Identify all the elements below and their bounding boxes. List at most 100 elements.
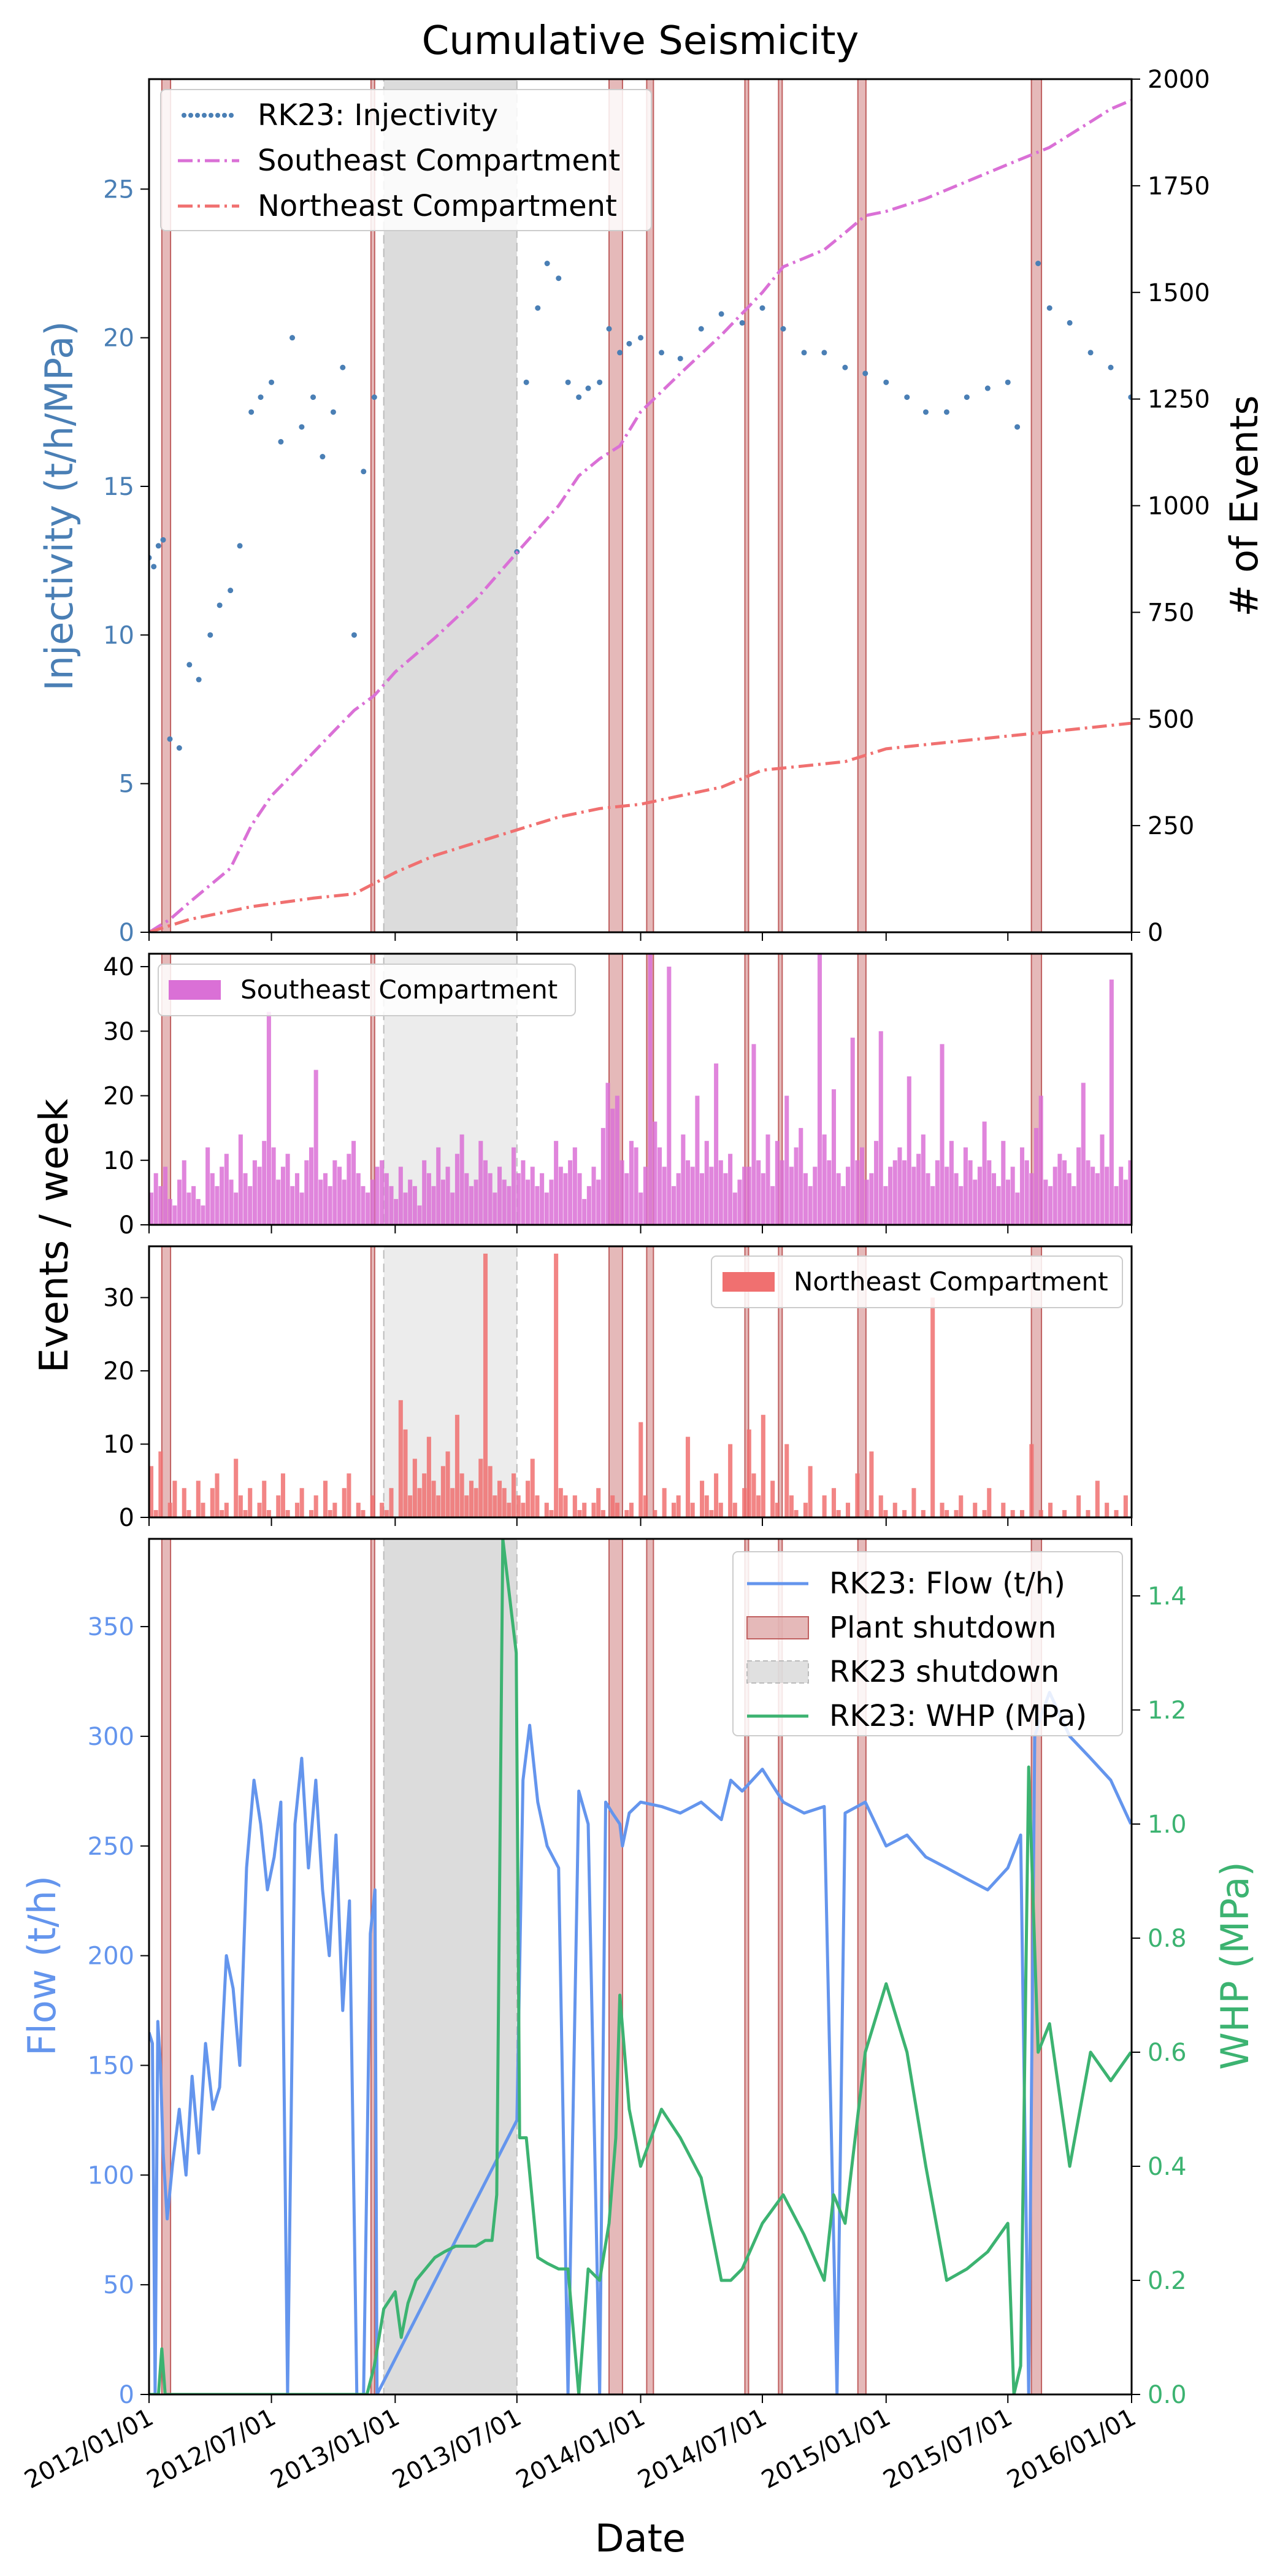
weekly-bar — [149, 1192, 154, 1225]
weekly-bar — [1194, 1510, 1198, 1517]
injectivity-point — [1014, 424, 1021, 430]
weekly-bar — [940, 1044, 945, 1225]
x-tick-label: 2012/01/01 — [20, 2403, 158, 2494]
weekly-bar — [817, 954, 822, 1225]
plant-shutdown-band-6 — [857, 1246, 867, 1517]
weekly-bar — [337, 1167, 342, 1225]
weekly-bar — [638, 1192, 643, 1225]
weekly-bar — [619, 1160, 624, 1225]
weekly-bar — [653, 1510, 657, 1517]
weekly-bar — [172, 1481, 177, 1517]
weekly-bar — [454, 1414, 459, 1517]
weekly-bar — [389, 1186, 394, 1225]
weekly-bar — [347, 1154, 351, 1225]
weekly-bar — [1067, 1173, 1071, 1225]
legend-northeast: Northeast Compartment — [711, 1255, 1123, 1308]
weekly-bar — [224, 1154, 229, 1225]
injectivity-point — [351, 632, 357, 638]
injectivity-point — [677, 356, 683, 362]
weekly-bar — [1241, 1160, 1246, 1225]
weekly-bar — [629, 1141, 634, 1225]
weekly-bar — [507, 1186, 512, 1225]
legend-label: RK23: Flow (t/h) — [829, 1566, 1065, 1601]
legend-label: RK23 shutdown — [829, 1655, 1059, 1689]
weekly-bar — [318, 1179, 323, 1225]
weekly-bar — [803, 1173, 808, 1225]
weekly-bar — [1005, 1179, 1011, 1225]
legend-swatch — [746, 1660, 809, 1684]
weekly-bar — [945, 1167, 949, 1225]
plant-shutdown-band-3 — [646, 1246, 654, 1517]
weekly-bar — [836, 1173, 841, 1225]
weekly-bar — [210, 1173, 215, 1225]
weekly-bar — [883, 1186, 888, 1225]
weekly-bar — [892, 1160, 897, 1225]
plant-shutdown-band-0 — [161, 1246, 172, 1517]
plant-shutdown-band-4 — [744, 1539, 749, 2394]
legend-swatch — [188, 113, 193, 118]
weekly-bar — [1114, 1186, 1119, 1225]
y-tick-label: 30 — [103, 1018, 134, 1046]
weekly-bar — [220, 1510, 224, 1517]
injectivity-point — [151, 564, 157, 570]
injectivity-point — [659, 350, 665, 356]
injectivity-point — [626, 340, 632, 347]
legend-swatch — [202, 113, 207, 118]
weekly-bar — [234, 1192, 239, 1225]
weekly-bar — [177, 1179, 182, 1225]
weekly-bar — [440, 1466, 445, 1517]
weekly-bar — [638, 1422, 643, 1517]
plant-shutdown-band-0 — [161, 79, 172, 932]
legend-label: Southeast Compartment — [240, 975, 558, 1005]
weekly-bar — [412, 1186, 417, 1225]
weekly-bar — [1081, 1083, 1086, 1225]
weekly-bar — [855, 1473, 860, 1517]
weekly-bar — [1143, 1503, 1147, 1517]
plant-shutdown-band-7 — [1030, 1246, 1043, 1517]
weekly-bar — [968, 1160, 973, 1225]
weekly-bar — [714, 1063, 719, 1225]
weekly-bar — [1057, 1154, 1062, 1225]
weekly-bar — [172, 1205, 177, 1225]
weekly-bar — [728, 1444, 733, 1517]
weekly-bar — [167, 1198, 172, 1225]
weekly-bar — [700, 1173, 705, 1225]
weekly-bar — [483, 1253, 488, 1517]
weekly-bar — [921, 1510, 926, 1517]
events-per-week-axis-label: Events / week — [32, 1098, 77, 1373]
y-tick-label: 250 — [88, 1833, 134, 1861]
weekly-bar — [1071, 1186, 1076, 1225]
weekly-bar — [954, 1173, 959, 1225]
weekly-bar — [266, 1011, 271, 1225]
weekly-bar — [459, 1473, 464, 1517]
weekly-bar — [855, 1160, 860, 1225]
weekly-bar — [299, 1192, 304, 1225]
weekly-bar — [459, 1134, 464, 1225]
weekly-bar — [530, 1167, 535, 1225]
plant-shutdown-band-3 — [646, 1539, 654, 2394]
weekly-bar — [1043, 1179, 1048, 1225]
y2-tick-label: 1000 — [1148, 493, 1210, 521]
x-tick-label: 2013/01/01 — [266, 2403, 404, 2494]
weekly-bar — [963, 1147, 968, 1225]
weekly-bar — [935, 1160, 940, 1225]
weekly-bar — [1133, 1510, 1137, 1517]
weekly-bar — [450, 1192, 455, 1225]
weekly-bar — [1048, 1186, 1053, 1225]
weekly-bar — [516, 1495, 521, 1517]
legend-swatch — [222, 113, 227, 118]
weekly-bar — [874, 1141, 879, 1225]
panel-northeast-weekly: 0 10 20 30 Northeast Compartment — [103, 1245, 1198, 1532]
weekly-bar — [987, 1160, 992, 1225]
weekly-bar — [1138, 1148, 1142, 1225]
injectivity-axis-label: Injectivity (t/h/MPa) — [37, 321, 82, 691]
weekly-bar — [507, 1503, 512, 1517]
weekly-bar — [911, 1488, 916, 1517]
injectivity-point — [556, 275, 562, 282]
weekly-bar — [384, 1173, 389, 1225]
weekly-bar — [1166, 1122, 1170, 1225]
plant-shutdown-band-4 — [744, 954, 749, 1225]
weekly-bar — [544, 1192, 549, 1225]
weekly-bar — [469, 1481, 473, 1517]
weekly-bar — [973, 1503, 978, 1517]
